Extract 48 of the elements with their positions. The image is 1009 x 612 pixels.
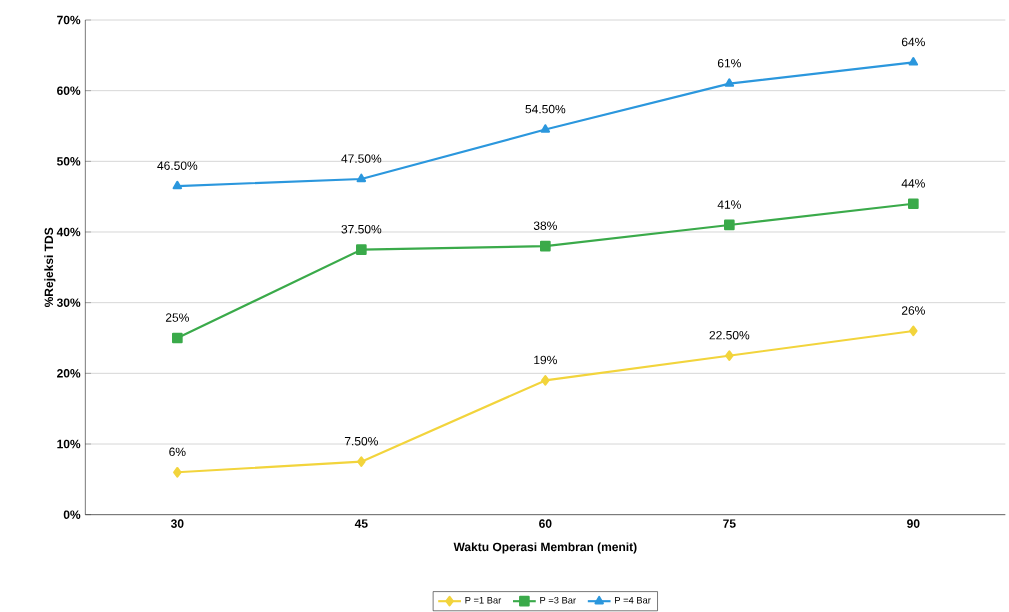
point [173,466,182,478]
data-label: 54.50% [525,104,566,114]
point [541,375,550,386]
data-label: 19% [534,355,557,365]
y-tick-label: 10% [57,439,81,449]
data-label: 22.50% [709,330,750,340]
x-axis-title: Waktu Operasi Membran (menit) [453,542,637,554]
x-tick-label: 60 [539,519,552,528]
y-tick-label: 50% [56,157,81,166]
x-tick-label: 45 [354,519,368,528]
y-tick-label: 60% [57,86,81,95]
legend-label: P =3 Bar [540,596,576,604]
point [540,240,551,252]
y-axis-title: %Rejeksi TDS [44,227,56,308]
x-tick-label: 30 [170,519,184,528]
point [172,180,183,190]
point [909,325,918,337]
x-tick-label: 90 [907,519,920,528]
point [172,332,183,344]
point [357,456,366,467]
legend-label: P =4 Bar [615,596,651,604]
data-label: 26% [901,306,925,315]
point [356,173,367,183]
point [724,78,735,87]
data-label: 37.50% [341,224,382,234]
data-label: 46.50% [157,161,198,170]
legend-label: P =1 Bar [465,596,502,604]
y-tick-label: 0% [63,510,81,519]
y-tick-label: 30% [56,298,81,307]
point [908,198,919,210]
data-label: 25% [165,313,189,322]
data-label: 64% [901,37,925,47]
data-label: 6% [169,447,186,457]
point [724,219,735,231]
data-label: 41% [717,200,741,209]
y-tick-label: 20% [57,369,81,378]
y-tick-label: 70% [57,15,81,25]
point [540,124,551,133]
point [356,244,367,256]
point [908,57,919,66]
point [725,350,734,361]
data-label: 47.50% [341,154,382,163]
data-label: 61% [717,58,741,68]
data-label: 44% [901,179,925,188]
x-tick-label: 75 [723,519,736,528]
data-label: 38% [533,221,557,230]
y-tick-label: 40% [56,227,81,237]
data-label: 7.50% [344,436,378,446]
